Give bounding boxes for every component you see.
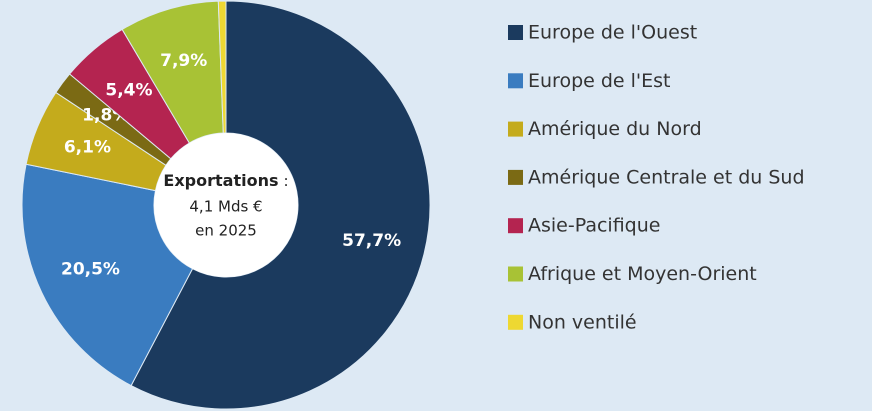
legend-label: Afrique et Moyen-Orient [528,263,757,285]
legend-swatch [508,121,523,137]
legend-label: Europe de l'Ouest [528,22,697,44]
legend-swatch [508,314,523,330]
legend-label: Europe de l'Est [528,70,671,92]
center-line: 4,1 Mds € [189,198,262,216]
legend-swatch [508,73,523,89]
legend-label: Non ventilé [528,311,637,333]
center-line: en 2025 [195,222,257,240]
legend-label: Amérique Centrale et du Sud [528,166,805,188]
data-label: 7,9% [160,51,207,71]
data-label: 5,4% [105,81,152,101]
data-label: 57,7% [342,231,401,251]
legend-swatch [508,266,523,282]
data-label: 6,1% [64,138,111,158]
donut-hole [154,133,298,277]
legend-label: Asie-Pacifique [528,215,660,237]
center-title-bold: Exportations [163,171,278,190]
legend-swatch [508,218,523,234]
data-label: 20,5% [61,259,120,279]
center-title: Exportations: [163,171,288,190]
legend-swatch [508,169,523,185]
legend-swatch [508,25,523,40]
legend-label: Amérique du Nord [528,118,702,140]
center-separator: : [284,172,289,190]
